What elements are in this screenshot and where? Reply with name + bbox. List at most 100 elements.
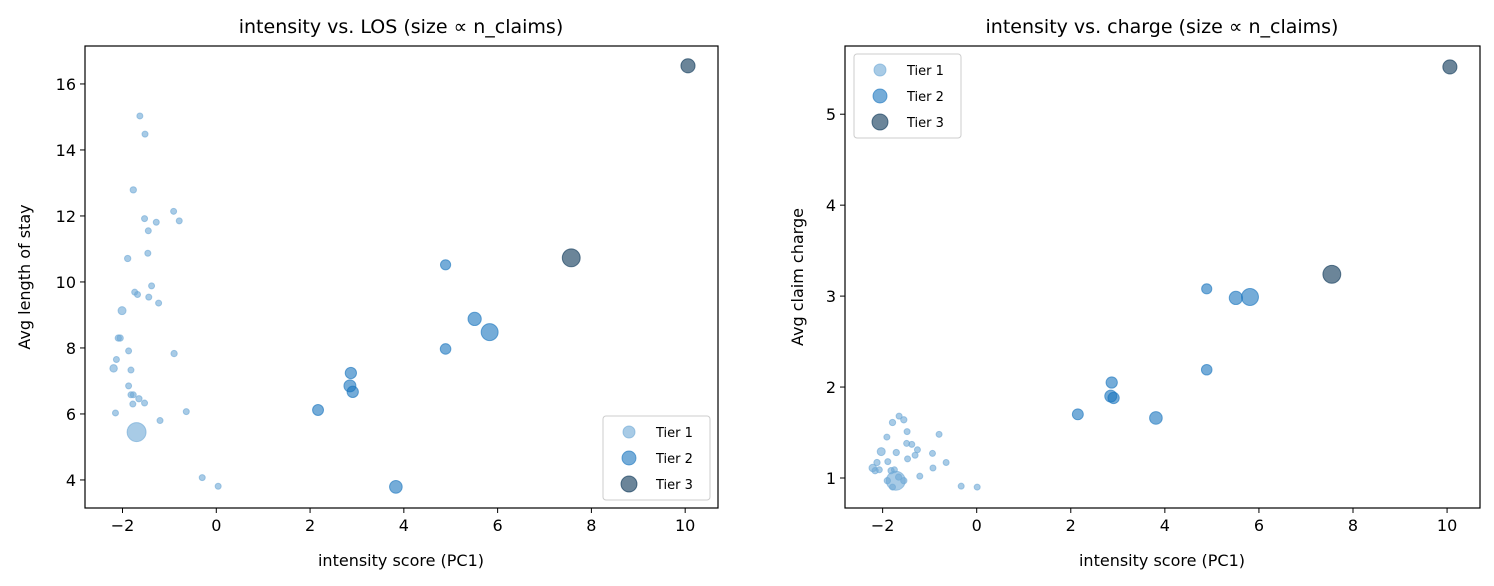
data-point-tier-3 — [1442, 59, 1458, 75]
y-tick-label: 8 — [66, 339, 76, 358]
data-point-tier-2 — [467, 311, 482, 327]
data-point-tier-1 — [141, 130, 149, 138]
data-point-tier-1 — [888, 418, 897, 427]
data-point-tier-1 — [124, 254, 132, 263]
data-point-tier-1 — [152, 218, 160, 226]
data-point-tier-1 — [875, 466, 883, 474]
legend-label: Tier 1 — [906, 64, 944, 79]
y-tick-label: 4 — [66, 471, 76, 490]
y-axis-label: Avg length of stay — [15, 204, 34, 349]
legend-label: Tier 2 — [906, 90, 944, 105]
data-point-tier-3 — [680, 58, 696, 74]
x-tick-label: 0 — [211, 516, 221, 535]
x-tick-label: 8 — [586, 516, 596, 535]
legend-marker — [621, 450, 637, 466]
data-point-tier-1 — [141, 215, 149, 223]
x-tick-label: −2 — [871, 516, 895, 535]
data-point-tier-2 — [1228, 290, 1244, 306]
data-point-tier-1 — [911, 451, 919, 459]
y-tick-label: 1 — [826, 469, 836, 488]
legend-marker — [622, 425, 636, 439]
data-point-tier-1 — [957, 482, 965, 490]
y-tick-label: 5 — [826, 105, 836, 124]
data-point-tier-1 — [973, 483, 981, 491]
data-point-tier-1 — [884, 458, 892, 466]
legend-label: Tier 3 — [906, 116, 944, 131]
data-point-tier-2 — [439, 259, 452, 271]
x-tick-label: 6 — [493, 516, 503, 535]
legend-marker — [872, 88, 888, 104]
data-point-tier-1 — [129, 186, 137, 194]
data-point-tier-1 — [175, 217, 183, 225]
data-point-tier-1 — [916, 472, 924, 480]
data-point-tier-1 — [892, 448, 900, 457]
data-point-tier-1 — [117, 306, 127, 316]
data-point-tier-1 — [900, 416, 908, 424]
data-point-tier-1 — [942, 459, 950, 467]
data-point-tier-2 — [1200, 363, 1213, 376]
data-point-tier-2 — [480, 323, 499, 342]
data-point-tier-1 — [109, 364, 118, 373]
data-point-tier-1 — [170, 207, 178, 215]
data-point-tier-2 — [1105, 376, 1118, 389]
data-point-tier-3 — [1322, 264, 1342, 284]
data-point-tier-1 — [112, 356, 120, 363]
data-point-tier-1 — [134, 290, 142, 298]
data-point-tier-1 — [126, 422, 147, 443]
chart-title: intensity vs. LOS (size ∝ n_claims) — [239, 16, 564, 38]
legend-label: Tier 1 — [655, 426, 693, 441]
x-tick-label: 10 — [675, 516, 695, 535]
x-tick-label: 2 — [1066, 516, 1076, 535]
plot-frame — [84, 45, 719, 509]
data-point-tier-1 — [145, 293, 153, 301]
legend-marker — [873, 63, 887, 77]
data-point-tier-1 — [883, 433, 891, 441]
legend-marker — [871, 113, 889, 131]
los-chart: intensity vs. LOS (size ∝ n_claims) inte… — [15, 16, 719, 570]
data-point-tier-1 — [214, 482, 222, 490]
data-point-tier-1 — [144, 227, 152, 235]
data-point-tier-1 — [895, 412, 903, 420]
data-point-tier-1 — [170, 349, 178, 358]
x-tick-label: 2 — [305, 516, 315, 535]
data-point-tier-2 — [344, 366, 358, 380]
x-tick-label: 4 — [399, 516, 409, 535]
plot-frame — [844, 45, 1481, 509]
data-point-tier-1 — [148, 282, 156, 290]
data-point-tier-1 — [129, 391, 137, 399]
y-axis-label: Avg claim charge — [788, 208, 807, 346]
data-point-tier-3 — [561, 248, 581, 268]
x-tick-label: 8 — [1348, 516, 1358, 535]
y-tick-label: 4 — [826, 196, 836, 215]
y-tick-label: 12 — [56, 207, 76, 226]
data-point-tier-2 — [1107, 391, 1120, 405]
legend-label: Tier 2 — [655, 452, 693, 467]
x-tick-label: 6 — [1254, 516, 1264, 535]
y-tick-label: 2 — [826, 378, 836, 397]
data-point-tier-1 — [198, 474, 206, 482]
legend-label: Tier 3 — [655, 478, 693, 493]
data-point-tier-1 — [125, 347, 133, 355]
charge-chart: intensity vs. charge (size ∝ n_claims) i… — [788, 16, 1481, 570]
data-point-tier-1 — [127, 366, 135, 374]
x-tick-label: 4 — [1160, 516, 1170, 535]
data-point-tier-1 — [935, 430, 943, 438]
legend: Tier 1 Tier 2 Tier 3 — [602, 415, 711, 501]
data-point-tier-1 — [885, 470, 906, 491]
data-point-tier-1 — [908, 440, 916, 448]
y-tick-label: 6 — [66, 405, 76, 424]
legend-marker — [620, 475, 638, 493]
data-point-tier-1 — [928, 449, 936, 457]
data-point-tier-2 — [346, 385, 359, 398]
data-point-tier-1 — [129, 400, 137, 408]
chart-title: intensity vs. charge (size ∝ n_claims) — [986, 16, 1339, 38]
data-point-tier-1 — [125, 382, 133, 390]
x-tick-label: 0 — [972, 516, 982, 535]
x-tick-label: 10 — [1437, 516, 1457, 535]
data-point-tier-1 — [182, 408, 190, 416]
x-axis-label: intensity score (PC1) — [1079, 551, 1245, 570]
data-point-tier-1 — [876, 447, 886, 457]
y-tick-label: 3 — [826, 287, 836, 306]
data-point-tier-2 — [439, 343, 452, 355]
